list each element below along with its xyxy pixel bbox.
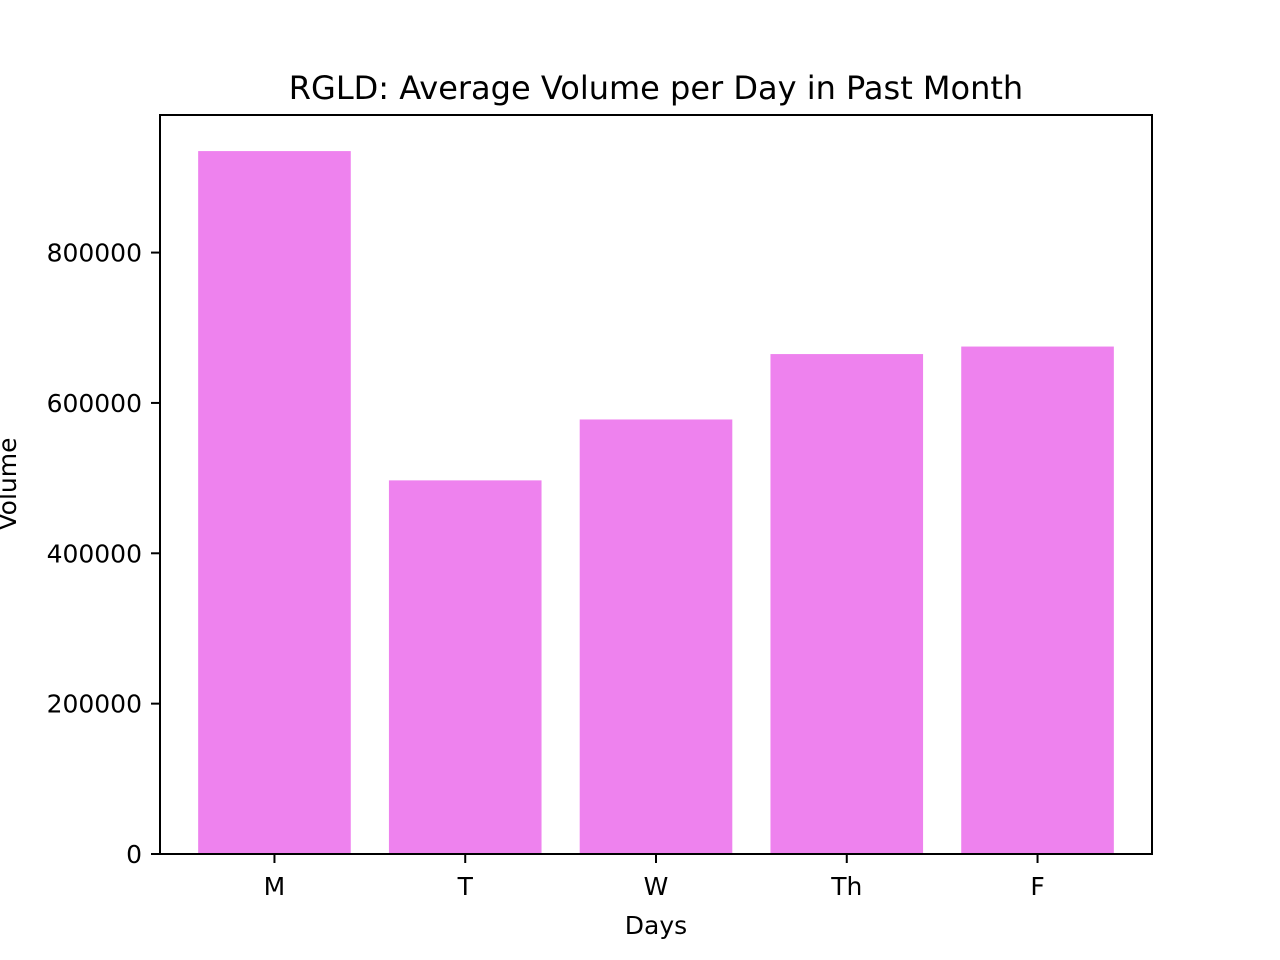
x-axis: M T W Th F [264, 854, 1045, 901]
plot-frame [159, 114, 1153, 855]
x-tick-label: W [644, 872, 669, 901]
bar-th [770, 354, 924, 854]
y-axis-label: Volume [0, 438, 22, 531]
x-tick-label: Th [830, 872, 862, 901]
x-tick-label: T [457, 872, 474, 901]
bar-f [961, 346, 1114, 854]
y-axis: 0 200000 400000 600000 800000 [47, 239, 160, 869]
chart-title: RGLD: Average Volume per Day in Past Mon… [289, 69, 1023, 107]
bar-m [198, 151, 351, 854]
y-tick-label: 200000 [47, 690, 142, 719]
bar-t [388, 480, 542, 854]
y-tick-label: 0 [126, 840, 142, 869]
x-tick-label: M [264, 872, 286, 901]
y-tick-label: 800000 [47, 239, 142, 268]
bar-w [579, 419, 733, 854]
x-axis-label: Days [625, 911, 687, 940]
y-tick-label: 400000 [47, 539, 142, 568]
y-tick-label: 600000 [47, 389, 142, 418]
x-tick-label: F [1030, 872, 1044, 901]
bars-layer [198, 151, 1114, 854]
